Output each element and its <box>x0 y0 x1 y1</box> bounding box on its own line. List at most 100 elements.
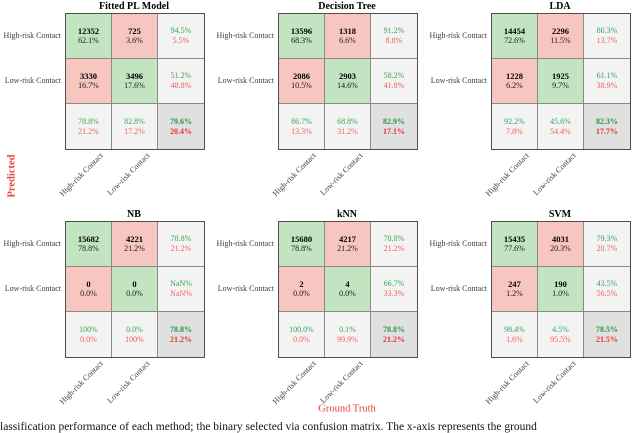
cell-value-bottom: 78.8% <box>78 244 99 253</box>
cell-value-bottom: 21.2% <box>170 244 192 253</box>
x-axis-label-ground-truth: Ground Truth <box>318 403 376 415</box>
matrix-cell-sum: 68.8% 31.2% <box>325 104 371 149</box>
matrix-cell-sum: NaN% NaN% <box>158 267 204 312</box>
cell-value-bottom: 5.5% <box>172 36 190 45</box>
col-label-high-risk: High-risk Contact <box>484 359 532 407</box>
cell-value-bottom: 56.5% <box>596 289 618 298</box>
matrix-title: SVM <box>548 209 572 220</box>
cell-value-bottom: 17.2% <box>124 126 145 136</box>
matrix-cell-off: 247 1.2% <box>492 267 538 312</box>
matrix-grid: 15435 77.6% 4031 20.3% 79.3% 20.7% 247 1.2% 190 1… <box>491 221 631 358</box>
panel-svm: SVM High-risk Contact Low-risk Contact 1… <box>426 208 639 433</box>
cell-value-top: 43.5% <box>596 279 618 288</box>
cell-value-bottom: 21.2% <box>383 334 405 344</box>
cell-value-top: 15682 <box>77 234 100 244</box>
cell-value-top: 51.2% <box>170 71 192 80</box>
matrix-cell-total: 78.8% 21.2% <box>158 312 204 357</box>
matrix-cell-sum: 78.8% 21.2% <box>371 222 417 267</box>
cell-value-bottom: 17.6% <box>124 81 145 90</box>
cell-value-top: 1318 <box>339 26 356 36</box>
cell-value-bottom: 95.5% <box>550 334 571 344</box>
col-label-high-risk: High-risk Contact <box>271 151 319 199</box>
cell-value-top: 247 <box>508 279 521 289</box>
matrix-cell-diag: 4 0.0% <box>325 267 371 312</box>
cell-value-top: 45.6% <box>550 116 571 126</box>
cell-value-bottom: 8.8% <box>385 36 403 45</box>
cell-value-bottom: 0.0% <box>80 334 97 344</box>
cell-value-top: 0 <box>86 279 91 289</box>
matrix-title: NB <box>127 209 141 220</box>
cell-value-bottom: 9.7% <box>552 81 569 90</box>
col-label-high-risk: High-risk Contact <box>271 359 319 407</box>
cell-value-bottom: 21.2% <box>383 244 405 253</box>
cell-value-bottom: 1.6% <box>506 334 523 344</box>
matrix-cell-sum: 100.0% 0.0% <box>279 312 325 357</box>
cell-value-bottom: 0.0% <box>293 289 310 298</box>
cell-value-bottom: 20.3% <box>550 244 571 253</box>
cell-value-top: 58.2% <box>383 71 405 80</box>
figure-caption-fragment: lassification performance of each method… <box>0 421 537 433</box>
cell-value-bottom: 72.6% <box>504 36 525 45</box>
cell-value-top: 78.5% <box>596 324 618 334</box>
row-label-high-risk: High-risk Contact <box>429 239 487 248</box>
matrix-cell-sum: 45.6% 54.4% <box>538 104 584 149</box>
matrix-cell-sum: 78.8% 21.2% <box>158 222 204 267</box>
col-label-high-risk: High-risk Contact <box>58 151 106 199</box>
cell-value-top: 15680 <box>290 234 313 244</box>
cell-value-top: 1925 <box>552 71 569 81</box>
matrix-title: Fitted PL Model <box>99 1 169 12</box>
panel-nb: NB High-risk Contact Low-risk Contact 15… <box>0 208 213 433</box>
cell-value-top: 190 <box>554 279 567 289</box>
matrix-cell-total: 82.9% 17.1% <box>371 104 417 149</box>
cell-value-bottom: 77.6% <box>504 244 525 253</box>
cell-value-bottom: 21.5% <box>596 334 618 344</box>
cell-value-top: 100.0% <box>289 324 314 334</box>
cell-value-bottom: 14.6% <box>337 81 358 90</box>
matrix-cell-diag: 15680 78.8% <box>279 222 325 267</box>
matrix-cell-off: 0 0.0% <box>66 267 112 312</box>
cell-value-bottom: 54.4% <box>550 126 571 136</box>
cell-value-top: 15435 <box>503 234 526 244</box>
cell-value-bottom: NaN% <box>170 289 192 298</box>
cell-value-top: 68.8% <box>337 116 358 126</box>
panel-fitted-pl-model: Fitted PL Model High-risk Contact Low-ri… <box>0 0 213 225</box>
row-label-low-risk: Low-risk Contact <box>217 284 274 293</box>
col-label-high-risk: High-risk Contact <box>58 359 106 407</box>
matrix-cell-total: 78.8% 21.2% <box>371 312 417 357</box>
matrix-cell-total: 82.3% 17.7% <box>584 104 630 149</box>
cell-value-top: 91.2% <box>383 26 405 35</box>
matrix-cell-off: 1318 6.6% <box>325 14 371 59</box>
matrix-cell-sum: 43.5% 56.5% <box>584 267 630 312</box>
cell-value-bottom: 20.7% <box>596 244 618 253</box>
matrix-cell-diag: 14454 72.6% <box>492 14 538 59</box>
cell-value-bottom: 38.9% <box>596 81 618 90</box>
cell-value-bottom: 99.9% <box>337 334 358 344</box>
cell-value-top: 4 <box>345 279 350 289</box>
cell-value-bottom: 13.3% <box>291 126 312 136</box>
cell-value-bottom: 21.2% <box>337 244 358 253</box>
cell-value-top: 78.8% <box>383 324 405 334</box>
row-label-low-risk: Low-risk Contact <box>4 284 61 293</box>
panel-lda: LDA High-risk Contact Low-risk Contact 1… <box>426 0 639 225</box>
row-label-low-risk: Low-risk Contact <box>430 284 487 293</box>
cell-value-top: 14454 <box>503 26 526 36</box>
cell-value-bottom: 16.7% <box>78 81 99 90</box>
cell-value-top: 61.1% <box>596 71 618 80</box>
cell-value-bottom: 17.1% <box>383 126 405 136</box>
cell-value-bottom: 21.2% <box>170 334 192 344</box>
matrix-cell-sum: 58.2% 41.8% <box>371 59 417 104</box>
row-label-low-risk: Low-risk Contact <box>430 76 487 85</box>
matrix-cell-sum: 98.4% 1.6% <box>492 312 538 357</box>
matrix-grid: 12352 62.1% 725 3.6% 94.5% 5.5% 3330 16.7% 3496 1… <box>65 13 205 150</box>
cell-value-bottom: 21.2% <box>78 126 99 136</box>
cell-value-top: 92.2% <box>504 116 525 126</box>
matrix-cell-sum: 86.3% 13.7% <box>584 14 630 59</box>
matrix-cell-diag: 2903 14.6% <box>325 59 371 104</box>
matrix-cell-sum: 100% 0.0% <box>66 312 112 357</box>
cell-value-top: 0 <box>132 279 137 289</box>
matrix-grid: 13596 68.3% 1318 6.6% 91.2% 8.8% 2086 10.5% 2903… <box>278 13 418 150</box>
matrix-cell-off: 725 3.6% <box>112 14 158 59</box>
panel-decision-tree: Decision Tree High-risk Contact Low-risk… <box>213 0 426 225</box>
cell-value-top: 13596 <box>290 26 313 36</box>
cell-value-top: 78.8% <box>383 234 405 243</box>
